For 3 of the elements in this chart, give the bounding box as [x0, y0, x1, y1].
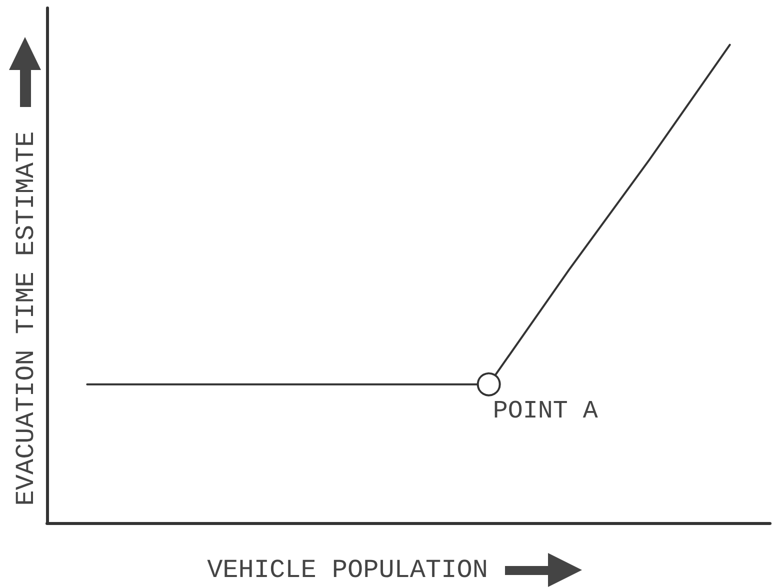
series-label: POINT A	[492, 396, 598, 426]
x-axis-title: VEHICLE POPULATION	[207, 555, 488, 585]
y-axis-title: EVACUATION TIME ESTIMATE	[11, 131, 41, 506]
